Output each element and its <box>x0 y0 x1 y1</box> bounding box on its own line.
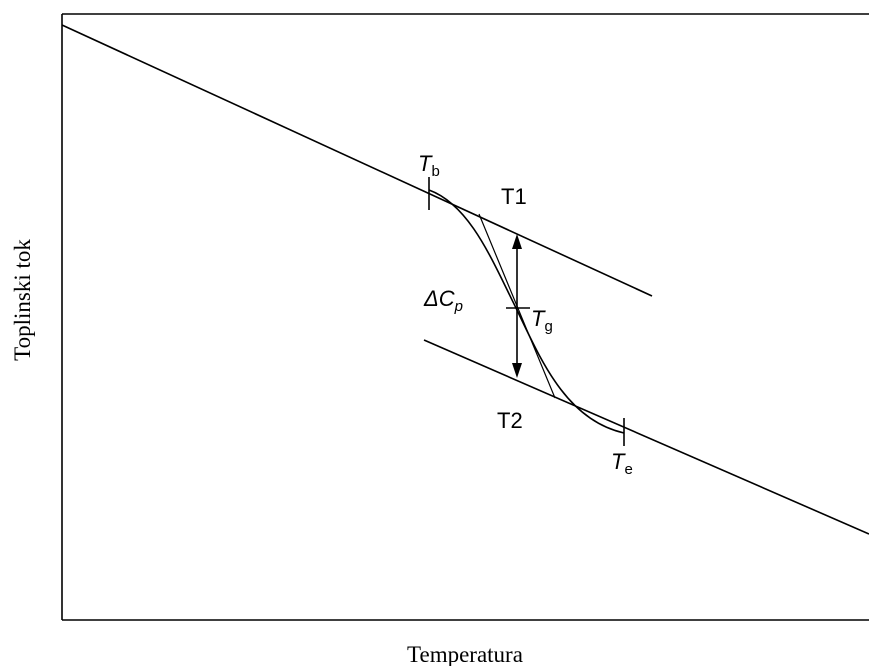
te-label: Te <box>611 449 633 478</box>
tg-label: Tg <box>531 306 553 335</box>
delta-cp-arrow-head-bottom <box>512 363 522 378</box>
lower-baseline <box>423 339 869 535</box>
tangent-1-label: T1 <box>501 184 527 209</box>
delta-cp-arrow-head-top <box>512 234 522 249</box>
tangent-2-label: T2 <box>497 408 523 433</box>
x-axis-label: Temperatura <box>407 642 523 666</box>
y-axis-label: Toplinski tok <box>10 239 35 361</box>
upper-baseline <box>61 24 653 297</box>
delta-cp-label: ΔCp <box>423 286 463 315</box>
tb-label: Tb <box>418 151 440 180</box>
